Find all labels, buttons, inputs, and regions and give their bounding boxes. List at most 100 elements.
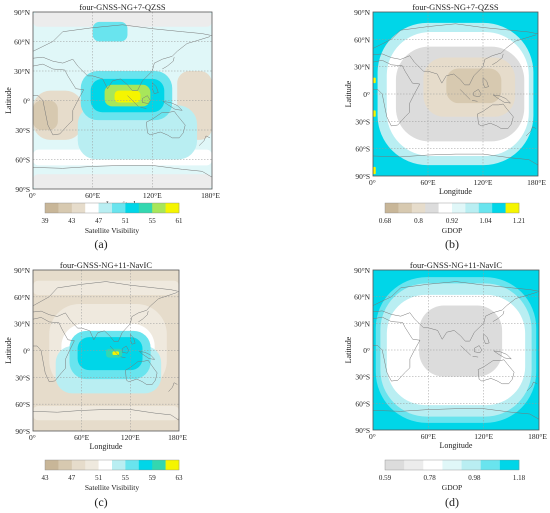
y-tick-label: 90°N — [14, 8, 30, 17]
map-area — [33, 12, 212, 189]
colorbar: 0.68 0.8 0.92 1.04 1.21 GDOP — [379, 202, 526, 235]
contour-region — [33, 405, 179, 421]
colorbar: 39 43 47 51 55 61 Satellite Visibility — [42, 202, 184, 235]
coastline — [492, 94, 512, 104]
colorbar-label: GDOP — [442, 226, 462, 235]
x-tick-label: 60°E — [74, 433, 89, 442]
colorbar-swatch — [461, 460, 482, 470]
colorbar-tick-label: 0.59 — [379, 474, 392, 482]
map-frame — [32, 11, 213, 190]
x-tick-label: 120°E — [121, 433, 140, 442]
colorbar-swatch — [385, 203, 399, 213]
x-tick-label: 0° — [29, 191, 36, 200]
coastline — [33, 63, 85, 136]
panel-d: four-GNSS-NG+11-NavIC 90°N 60°N 30°N 0° 30°S 6… — [344, 260, 547, 509]
y-tick-label: 90°S — [15, 185, 30, 194]
chart-title: four-GNSS-NG+7-QZSS — [79, 2, 166, 12]
coastline — [120, 356, 126, 358]
panel-label: (c) — [94, 495, 107, 509]
y-tick-label: 60°S — [355, 399, 370, 408]
colorbar-swatch — [492, 203, 506, 213]
coastline — [142, 95, 151, 104]
y-tick-label: 60°S — [355, 145, 370, 154]
colorbar-swatch — [85, 203, 99, 213]
x-axis-label: Longitude — [440, 441, 473, 450]
y-axis-label: Latitude — [344, 80, 353, 107]
colorbar-tick-label: 43 — [42, 474, 50, 482]
map-area — [33, 270, 179, 431]
colorbar-swatch — [385, 460, 405, 470]
coastline — [460, 345, 471, 356]
colorbar-tick-label: 61 — [176, 217, 184, 225]
colorbar-label: Satellite Visibility — [85, 226, 139, 235]
chart-title: four-GNSS-NG+11-NavIC — [410, 260, 502, 270]
colorbar-swatch — [98, 460, 113, 470]
colorbar-swatch — [112, 203, 126, 213]
coastline — [373, 281, 539, 306]
panel-label: (d) — [445, 495, 459, 509]
colorbar-tick-label: 1.21 — [513, 217, 526, 225]
contour-region — [373, 110, 376, 117]
coastline — [198, 135, 211, 146]
y-tick-label: 60°N — [14, 38, 30, 47]
contour-region — [33, 280, 179, 296]
coastline — [373, 408, 539, 420]
coastline — [477, 359, 515, 385]
colorbar-tick-label: 43 — [68, 217, 76, 225]
colorbar-swatch — [442, 460, 462, 470]
colorbar-tick-label: 51 — [95, 474, 103, 482]
coastline — [125, 360, 158, 385]
y-tick-label: 30°N — [14, 67, 30, 76]
contour-region — [373, 77, 376, 84]
coastline — [139, 351, 156, 360]
coastline — [474, 345, 483, 353]
colorbar-tick-label: 0.98 — [468, 474, 481, 482]
coastline — [162, 57, 175, 70]
y-tick-label: 60°N — [354, 293, 370, 302]
x-tick-label: 60°E — [85, 191, 100, 200]
y-tick-label: 30°N — [354, 63, 370, 72]
y-tick-label: 90°N — [354, 266, 370, 275]
coastline — [373, 291, 538, 342]
colorbar-swatch — [152, 203, 166, 213]
colorbar-swatch — [165, 203, 180, 213]
coastline — [373, 23, 538, 49]
coastline — [33, 409, 179, 421]
colorbar-tick-label: 51 — [122, 217, 130, 225]
x-tick-label: 180°E — [528, 432, 547, 441]
colorbar-swatch — [438, 203, 453, 213]
y-tick-label: 30°S — [15, 373, 30, 382]
colorbar-swatch — [112, 460, 126, 470]
y-tick-label: 90°S — [355, 172, 370, 181]
colorbar-frame — [44, 202, 180, 214]
x-tick-label: 180°E — [168, 433, 187, 442]
x-tick-label: 180°E — [201, 191, 220, 200]
y-axis-label: Latitude — [4, 87, 13, 114]
colorbar-swatch — [452, 203, 466, 213]
colorbar-tick-label: 1.18 — [513, 474, 526, 482]
chart-title: four-GNSS-NG+11-NavIC — [60, 260, 152, 270]
colorbar-swatch — [425, 203, 439, 213]
colorbar-frame — [44, 459, 180, 471]
x-tick-label: 120°E — [143, 191, 162, 200]
y-tick-label: 0° — [23, 347, 30, 356]
coastline — [459, 89, 471, 100]
coastline — [33, 317, 75, 383]
coastline — [121, 345, 129, 354]
colorbar-swatch — [411, 203, 426, 213]
y-tick-label: 90°S — [355, 426, 370, 435]
y-tick-label: 90°N — [354, 8, 370, 17]
colorbar-swatch — [478, 203, 493, 213]
colorbar-tick-label: 0.78 — [424, 474, 437, 482]
colorbar-swatch — [125, 203, 140, 213]
coastline — [493, 350, 513, 360]
coastline — [373, 153, 538, 166]
y-axis-label: Latitude — [344, 336, 353, 363]
x-tick-label: 120°E — [474, 178, 493, 187]
coastline — [33, 24, 212, 52]
map-area — [373, 12, 538, 176]
x-axis-label: Longitude — [90, 442, 123, 451]
colorbar-swatch — [45, 203, 59, 213]
coastline — [525, 126, 537, 137]
